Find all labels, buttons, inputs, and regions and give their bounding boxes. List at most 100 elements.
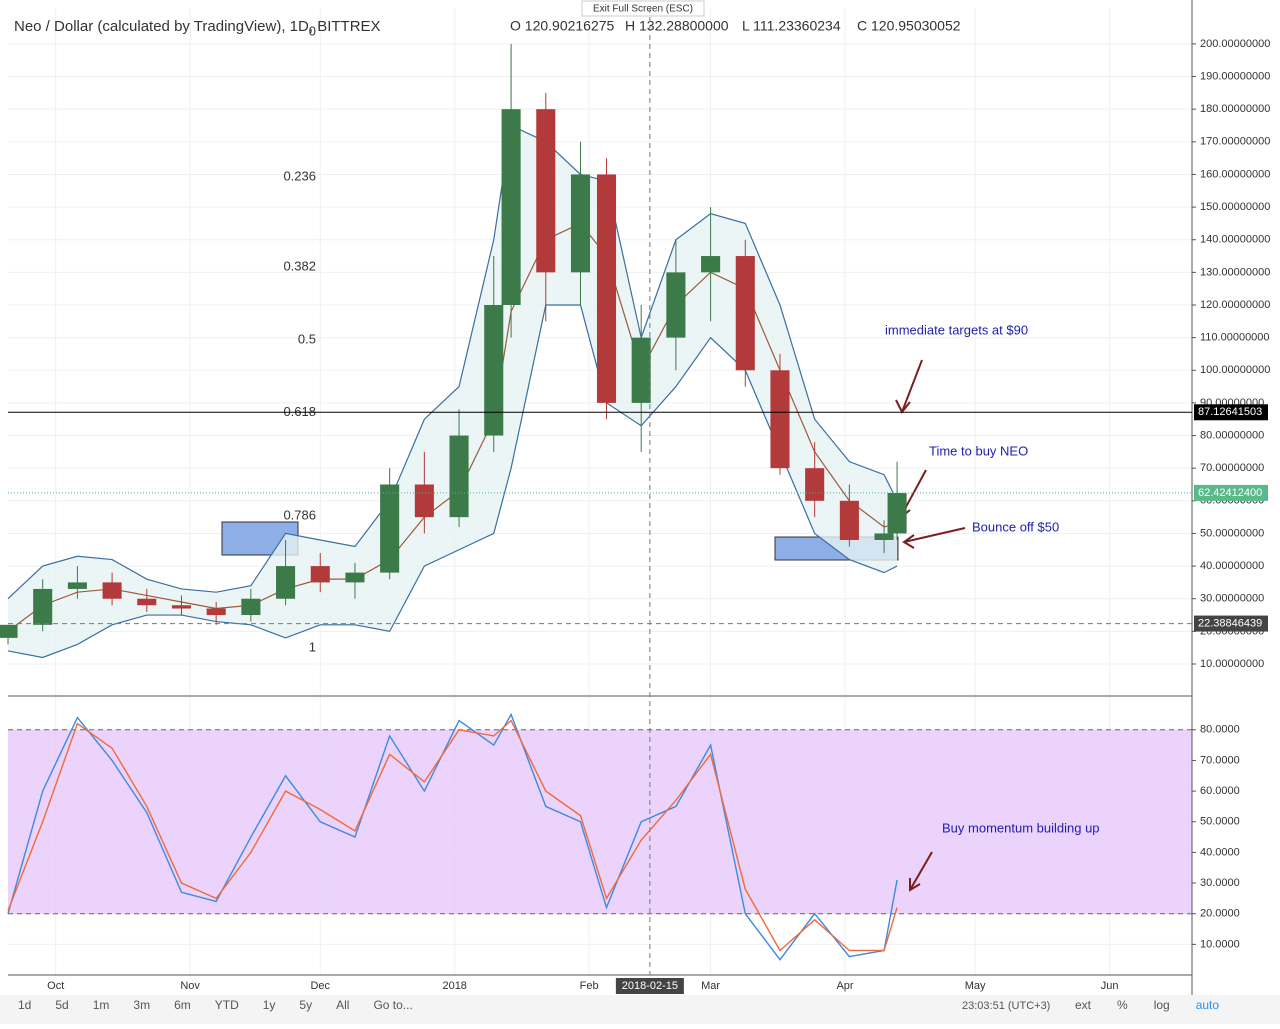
candle-body	[666, 272, 686, 338]
fullscreen-label[interactable]: Exit Full Screen (ESC)	[593, 4, 693, 15]
y-tick-label: 70.00000000	[1200, 462, 1264, 474]
candle-body	[345, 572, 365, 583]
candle-body	[414, 484, 434, 518]
y-tick-label: 10.00000000	[1200, 658, 1264, 670]
band-upper	[7, 124, 898, 600]
y-tick-label: 200.00000000	[1200, 38, 1270, 50]
band-lower	[7, 304, 898, 659]
range-button[interactable]: 1y	[263, 998, 276, 1012]
range-button[interactable]: YTD	[215, 998, 239, 1012]
y-tick-label: 110.00000000	[1200, 332, 1270, 344]
x-tick-label: Mar	[701, 980, 720, 992]
y-tick-label: 170.00000000	[1200, 136, 1270, 148]
candle-body	[770, 370, 790, 469]
candle-body	[0, 624, 18, 638]
candle-body	[67, 582, 87, 589]
band-fill	[8, 125, 898, 658]
candle-body	[171, 605, 192, 609]
y-tick-label: 80.0000	[1200, 724, 1240, 736]
price-label: 87.12641503	[1198, 406, 1262, 418]
chart-title: Neo / Dollar (calculated by TradingView)…	[14, 18, 381, 35]
range-button[interactable]: 1d	[18, 998, 31, 1012]
band-basis	[7, 222, 898, 632]
y-tick-label: 190.00000000	[1200, 70, 1270, 82]
price-label-bg	[1194, 404, 1268, 421]
x-tick-label: Dec	[310, 980, 330, 992]
range-button[interactable]: 1m	[93, 998, 110, 1012]
band-fill	[8, 729, 1192, 914]
ohlc-low: L 111.23360234	[742, 18, 841, 34]
candle-body	[536, 109, 556, 273]
y-tick-label: 40.0000	[1200, 846, 1240, 858]
candle-body	[701, 256, 721, 273]
candle-body	[33, 588, 53, 625]
y-tick-label: 130.00000000	[1200, 266, 1270, 278]
y-tick-label: 80.00000000	[1200, 429, 1264, 441]
y-tick-label: 100.00000000	[1200, 364, 1270, 376]
fib-label: 0.618	[283, 404, 316, 419]
y-tick-label: 60.0000	[1200, 785, 1240, 797]
y-tick-label: 30.0000	[1200, 877, 1240, 889]
y-tick-label: 40.00000000	[1200, 560, 1264, 572]
option-button[interactable]: ext	[1075, 998, 1092, 1012]
candle-body	[276, 566, 296, 599]
y-tick-label: 50.0000	[1200, 816, 1240, 828]
candle-body	[596, 174, 617, 403]
candle-body	[805, 468, 825, 501]
price-label: 62.42412400	[1198, 487, 1262, 499]
price-label: 22.38846439	[1198, 617, 1262, 629]
fib-label: 0	[309, 23, 316, 38]
date-label: 2018-02-15	[622, 980, 678, 992]
candle-body	[887, 492, 907, 534]
annotation: Buy momentum building up	[942, 820, 1100, 835]
candle-body	[631, 337, 651, 403]
y-tick-label: 30.00000000	[1200, 593, 1264, 605]
ohlc-open: O 120.90216275	[510, 18, 615, 34]
range-button[interactable]: 5d	[55, 998, 68, 1012]
fib-label: 0.786	[283, 508, 316, 523]
y-tick-label: 140.00000000	[1200, 234, 1270, 246]
x-tick-label: Oct	[47, 980, 64, 992]
y-tick-label: 70.0000	[1200, 754, 1240, 766]
date-label-bg	[615, 978, 684, 994]
range-button[interactable]: Go to...	[373, 998, 412, 1012]
y-tick-label: 20.0000	[1200, 908, 1240, 920]
x-tick-label: Jun	[1101, 980, 1119, 992]
x-tick-label: Feb	[580, 980, 599, 992]
option-button[interactable]: %	[1117, 998, 1128, 1012]
range-button[interactable]: 3m	[133, 998, 150, 1012]
ohlc-high: H 132.28800000	[625, 18, 729, 34]
fib-label: 1	[309, 639, 316, 654]
annotation: immediate targets at $90	[885, 322, 1028, 337]
range-button[interactable]: 6m	[174, 998, 191, 1012]
candle-body	[206, 608, 226, 616]
ohlc-close: C 120.95030052	[857, 18, 961, 34]
candle-body	[735, 256, 755, 371]
candle-body	[839, 500, 859, 540]
option-button[interactable]: log	[1154, 998, 1170, 1012]
candle-body	[501, 109, 521, 305]
fib-label: 0.236	[283, 169, 316, 184]
y-tick-label: 160.00000000	[1200, 168, 1270, 180]
y-tick-label: 120.00000000	[1200, 299, 1270, 311]
y-tick-label: 10.0000	[1200, 938, 1240, 950]
candle-body	[449, 435, 469, 518]
fib-label: 0.382	[283, 259, 316, 274]
candle-body	[241, 598, 261, 616]
x-tick-label: May	[965, 980, 986, 992]
candle-body	[570, 174, 591, 273]
option-button[interactable]: auto	[1196, 998, 1220, 1012]
price-label-bg	[1194, 615, 1268, 632]
y-tick-label: 180.00000000	[1200, 103, 1270, 115]
range-button[interactable]: 5y	[299, 998, 312, 1012]
fullscreen-button[interactable]	[581, 0, 705, 17]
candle-body	[310, 566, 330, 583]
x-tick-label: Nov	[180, 980, 200, 992]
range-button[interactable]: All	[336, 998, 349, 1012]
y-tick-label: 50.00000000	[1200, 527, 1264, 539]
candle-body	[484, 304, 504, 436]
candle-body	[102, 582, 122, 599]
candle-body	[380, 484, 400, 573]
annotation: Time to buy NEO	[929, 443, 1028, 458]
